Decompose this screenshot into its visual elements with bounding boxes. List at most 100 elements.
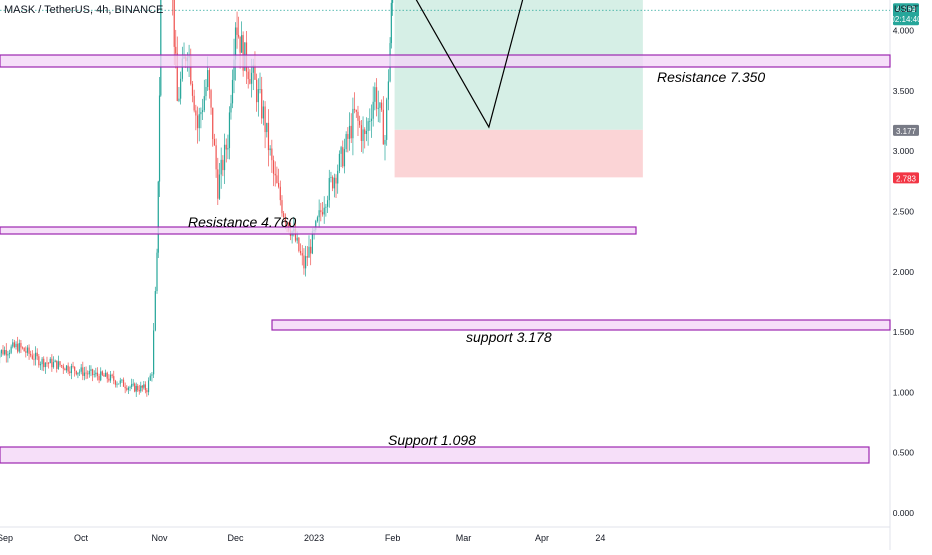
candle-body <box>352 109 353 138</box>
candle-body <box>229 112 230 148</box>
candle-body <box>174 0 175 47</box>
candle-body <box>216 145 217 169</box>
candle-body <box>270 149 271 151</box>
candle-body <box>278 183 279 187</box>
candle-body <box>43 359 44 367</box>
y-tick-label: 1.000 <box>893 387 915 397</box>
candle-body <box>362 129 363 141</box>
candle-body <box>392 0 393 3</box>
candle-body <box>264 107 265 133</box>
candle-body <box>342 147 343 166</box>
candle-body <box>209 70 210 90</box>
x-tick-label: Apr <box>535 533 549 543</box>
candle-body <box>202 110 203 112</box>
candle-body <box>351 126 352 138</box>
candle-body <box>115 381 116 385</box>
current-price-tag-text: 02:14:40 <box>890 15 922 24</box>
candle-body <box>129 387 130 388</box>
candle-body <box>137 386 138 390</box>
candle-body <box>332 177 333 188</box>
candle-body <box>236 28 237 35</box>
candle-body <box>22 347 23 348</box>
candle-body <box>281 200 282 213</box>
candle-body <box>134 384 135 392</box>
candle-body <box>28 348 29 354</box>
candle-body <box>263 107 264 119</box>
candle-body <box>53 362 54 367</box>
x-tick-label: 24 <box>595 533 605 543</box>
candle-body <box>56 361 57 369</box>
candle-body <box>381 103 382 110</box>
candle-body <box>46 363 47 364</box>
candle-body <box>376 87 377 109</box>
candle-body <box>221 160 222 175</box>
candle-body <box>319 210 320 217</box>
x-tick-label: Sep <box>0 533 13 543</box>
candle-body <box>123 380 124 387</box>
candle-body <box>178 99 179 101</box>
candle-body <box>133 384 134 385</box>
candle-body <box>146 390 147 392</box>
candle-body <box>9 353 10 354</box>
candle-body <box>50 359 51 363</box>
candle-body <box>145 384 146 390</box>
candle-body <box>371 119 372 121</box>
x-tick-label: Feb <box>385 533 401 543</box>
candle-body <box>369 121 370 122</box>
candle-body <box>72 366 73 367</box>
candle-body <box>297 238 298 241</box>
candle-body <box>92 369 93 375</box>
candle-body <box>95 373 96 375</box>
candle-body <box>204 96 205 110</box>
candle-body <box>340 147 341 154</box>
candle-body <box>87 374 88 375</box>
candle-body <box>368 121 369 131</box>
candle-body <box>310 247 311 254</box>
candle-body <box>143 384 144 387</box>
candle-body <box>347 134 348 139</box>
candle-body <box>335 178 336 184</box>
candle-body <box>214 139 215 145</box>
candle-body <box>200 112 201 114</box>
candle-body <box>158 182 159 253</box>
candle-body <box>136 386 137 392</box>
candle-body <box>344 149 345 166</box>
price-unit-label: USDT <box>894 4 919 14</box>
candle-body <box>32 355 33 358</box>
candle-body <box>35 353 36 360</box>
candle-body <box>226 145 227 150</box>
candle-body <box>210 90 211 108</box>
candle-body <box>118 384 119 385</box>
candle-body <box>116 384 117 385</box>
y-tick-label: 2.500 <box>893 207 915 217</box>
candle-body <box>388 81 389 99</box>
candle-body <box>55 361 56 362</box>
candle-body <box>205 87 206 96</box>
candle-body <box>276 175 277 183</box>
candle-body <box>131 384 132 387</box>
x-tick-label: Dec <box>228 533 245 543</box>
candle-body <box>261 89 262 118</box>
candle-body <box>337 171 338 184</box>
candle-body <box>71 366 72 373</box>
candle-body <box>30 354 31 356</box>
candle-body <box>156 253 157 291</box>
candle-body <box>120 380 121 383</box>
stop-loss-zone <box>395 130 643 178</box>
candle-body <box>33 359 34 360</box>
candle-body <box>217 169 218 198</box>
candle-body <box>175 47 176 54</box>
candle-body <box>37 353 38 357</box>
candle-body <box>273 160 274 174</box>
candle-body <box>25 351 26 352</box>
candle-body <box>384 140 385 144</box>
candle-body <box>194 96 195 111</box>
candle-body <box>6 350 7 355</box>
candle-body <box>325 207 326 208</box>
candle-body <box>107 373 108 379</box>
support-3178-label: support 3.178 <box>466 329 552 345</box>
candle-body <box>391 3 392 43</box>
candle-body <box>128 388 129 390</box>
